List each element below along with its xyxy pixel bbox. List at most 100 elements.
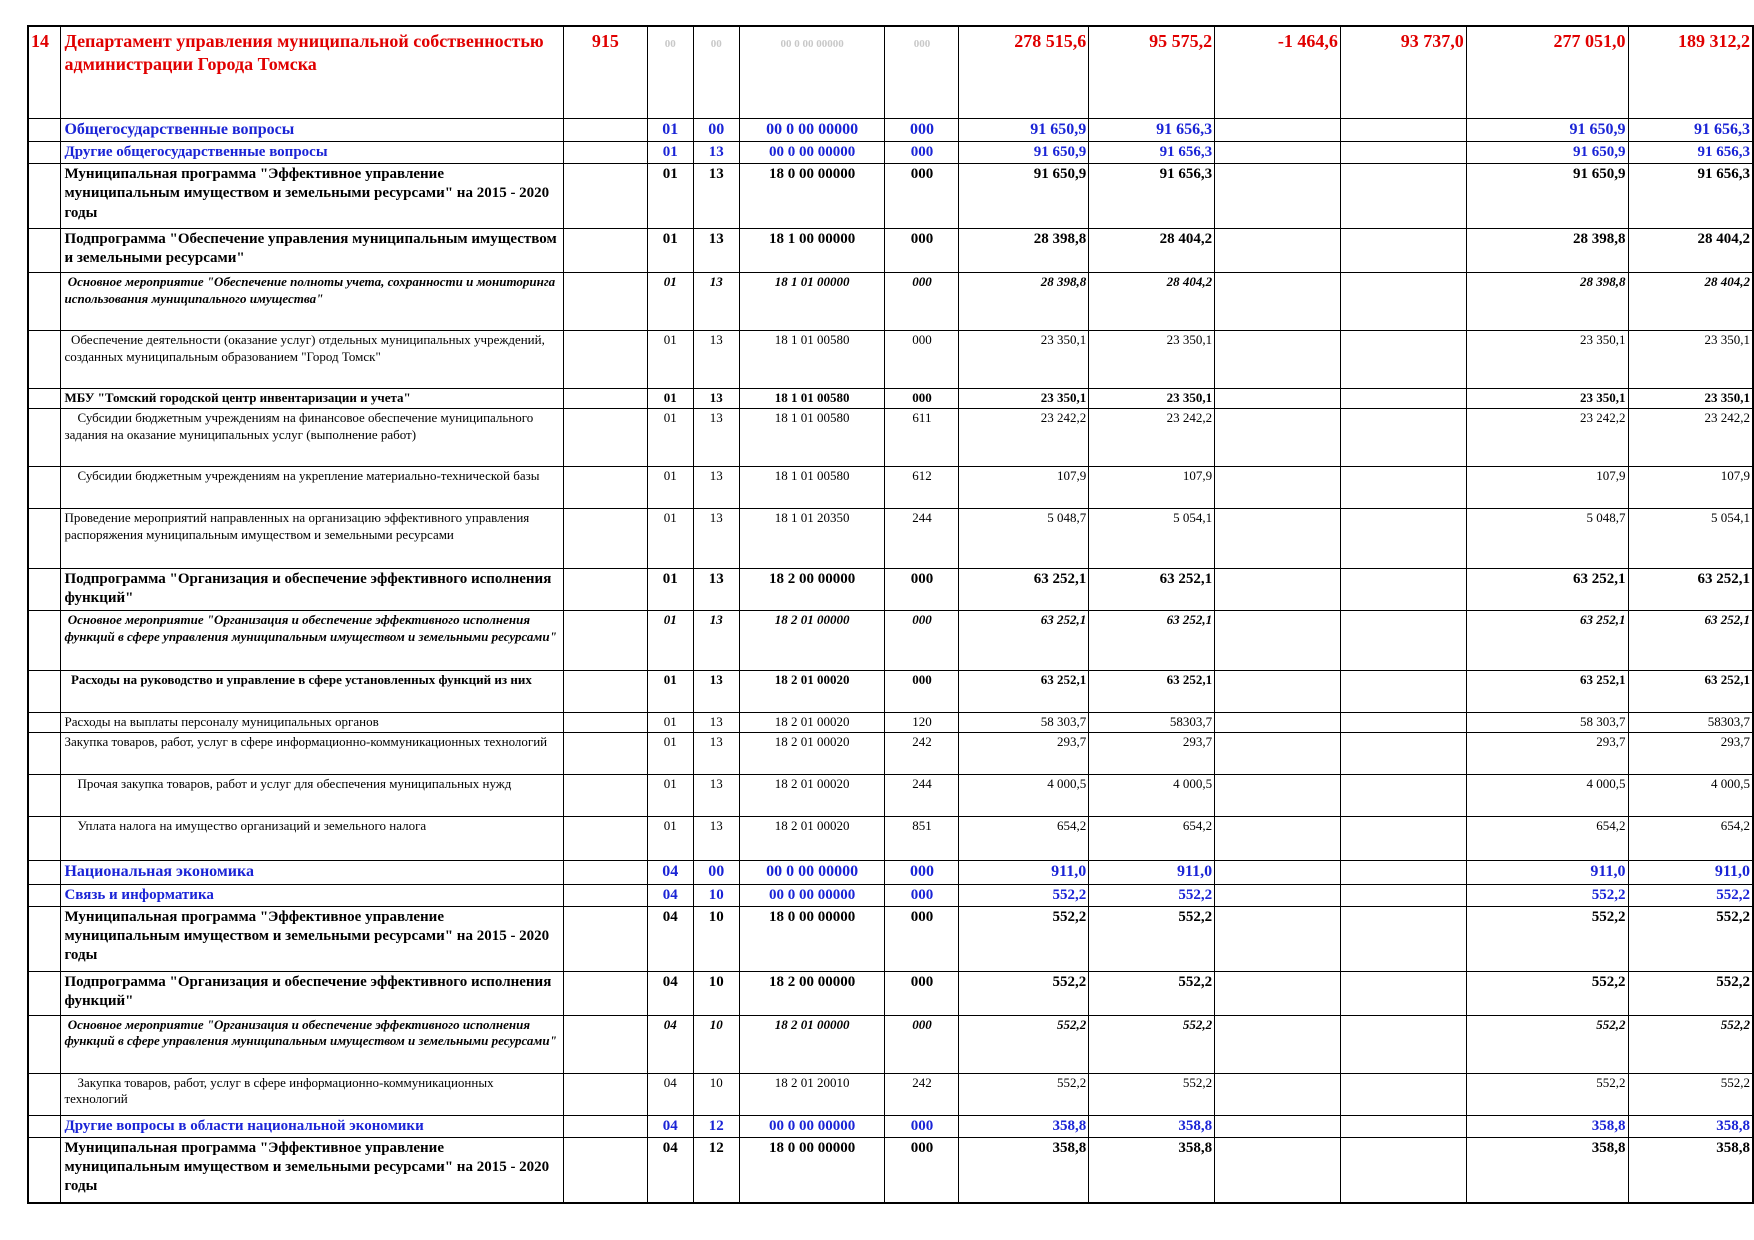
row-number: [27, 860, 62, 885]
amount-5: 63 252,1: [1465, 670, 1629, 714]
code-pr: 13: [692, 670, 740, 714]
code-pr: 13: [692, 774, 740, 818]
table-row: Связь и информатика 04 10 00 0 00 00000 000 5…: [27, 883, 1754, 907]
amount-4: [1339, 140, 1467, 165]
code-pr: 13: [692, 140, 740, 165]
row-name: МБУ "Томский городской центр инвентариза…: [60, 388, 564, 410]
code-rz: 04: [646, 1114, 694, 1139]
amount-1: 63 252,1: [958, 568, 1090, 612]
row-name: Муниципальная программа "Эффективное упр…: [60, 905, 564, 972]
code-rz: 01: [646, 466, 694, 510]
code-csr: 18 2 01 00020: [738, 732, 886, 776]
row-name: Закупка товаров, работ, услуг в сфере ин…: [60, 732, 564, 776]
amount-5: 23 350,1: [1465, 388, 1629, 410]
code-vr: 000: [884, 25, 960, 119]
amount-1: 58 303,7: [958, 712, 1090, 734]
code-vr: 000: [884, 163, 960, 230]
amount-1: 28 398,8: [958, 228, 1090, 274]
amount-2: 911,0: [1088, 860, 1216, 885]
row-number: [27, 970, 62, 1016]
table-row: Муниципальная программа "Эффективное упр…: [27, 163, 1754, 230]
code-csr: 18 2 01 00020: [738, 712, 886, 734]
amount-4: [1339, 466, 1467, 510]
code-vr: 000: [884, 272, 960, 332]
row-name: Муниципальная программа "Эффективное упр…: [60, 1137, 564, 1203]
amount-5: 5 048,7: [1465, 508, 1629, 570]
amount-6: 107,9: [1627, 466, 1754, 510]
amount-5: 358,8: [1465, 1137, 1629, 1203]
row-number: [27, 905, 62, 972]
code-rz: 01: [646, 330, 694, 390]
amount-2: 23 350,1: [1088, 388, 1216, 410]
amount-3: [1214, 610, 1341, 672]
amount-6: 358,8: [1627, 1114, 1754, 1139]
ghost-code-text: 00: [710, 38, 722, 50]
amount-2: 4 000,5: [1088, 774, 1216, 818]
code-ved: [562, 508, 648, 570]
amount-3: [1214, 1014, 1341, 1074]
code-csr: 18 1 01 00580: [738, 408, 886, 468]
table-row: Другие вопросы в области национальной эк…: [27, 1114, 1754, 1139]
amount-3: [1214, 117, 1341, 142]
table-row: Обеспечение деятельности (оказание услуг…: [27, 330, 1754, 390]
amount-6: 4 000,5: [1627, 774, 1754, 818]
table-row: Другие общегосударственные вопросы 01 13 00…: [27, 140, 1754, 165]
amount-3: [1214, 140, 1341, 165]
amount-1: 4 000,5: [958, 774, 1090, 818]
code-rz: 04: [646, 970, 694, 1016]
code-rz: 04: [646, 883, 694, 907]
code-csr: 18 2 01 00020: [738, 774, 886, 818]
amount-4: [1339, 860, 1467, 885]
code-vr: 000: [884, 568, 960, 612]
amount-3: [1214, 732, 1341, 776]
amount-6: 552,2: [1627, 1014, 1754, 1074]
amount-5: 107,9: [1465, 466, 1629, 510]
code-csr: 18 1 01 00580: [738, 388, 886, 410]
amount-2: 63 252,1: [1088, 670, 1216, 714]
table-row: Основное мероприятие "Организация и обес…: [27, 610, 1754, 672]
amount-5: 28 398,8: [1465, 272, 1629, 332]
amount-4: [1339, 272, 1467, 332]
amount-6: 23 350,1: [1627, 330, 1754, 390]
code-rz: 00: [646, 25, 694, 119]
code-csr: 00 0 00 00000: [738, 883, 886, 907]
amount-5: 28 398,8: [1465, 228, 1629, 274]
code-rz: 04: [646, 1072, 694, 1116]
amount-5: 63 252,1: [1465, 610, 1629, 672]
amount-6: 5 054,1: [1627, 508, 1754, 570]
code-csr: 18 1 01 00580: [738, 330, 886, 390]
table-row: Муниципальная программа "Эффективное упр…: [27, 905, 1754, 972]
code-rz: 01: [646, 408, 694, 468]
amount-4: [1339, 228, 1467, 274]
amount-2: 23 350,1: [1088, 330, 1216, 390]
amount-2: 552,2: [1088, 970, 1216, 1016]
amount-6: 911,0: [1627, 860, 1754, 885]
ghost-code-text: 00 0 00 00000: [780, 38, 844, 50]
row-number: [27, 272, 62, 332]
amount-3: [1214, 272, 1341, 332]
amount-6: 552,2: [1627, 970, 1754, 1016]
code-ved: [562, 117, 648, 142]
code-vr: 851: [884, 816, 960, 862]
table-row: Закупка товаров, работ, услуг в сфере ин…: [27, 732, 1754, 776]
code-pr: 10: [692, 970, 740, 1016]
code-rz: 01: [646, 117, 694, 142]
code-vr: 120: [884, 712, 960, 734]
code-pr: 13: [692, 272, 740, 332]
code-csr: 18 2 01 00020: [738, 816, 886, 862]
amount-2: 552,2: [1088, 1014, 1216, 1074]
code-rz: 01: [646, 712, 694, 734]
code-ved: [562, 140, 648, 165]
amount-6: 28 404,2: [1627, 272, 1754, 332]
amount-5: 91 650,9: [1465, 163, 1629, 230]
code-vr: 244: [884, 774, 960, 818]
amount-2: 23 242,2: [1088, 408, 1216, 468]
row-number: [27, 883, 62, 907]
code-rz: 01: [646, 388, 694, 410]
row-name: Расходы на выплаты персоналу муниципальн…: [60, 712, 564, 734]
code-pr: 13: [692, 163, 740, 230]
budget-table-sheet: 14 Департамент управления муниципальной с…: [27, 25, 1754, 1204]
row-name: Связь и информатика: [60, 883, 564, 907]
row-name: Подпрограмма "Организация и обеспечение …: [60, 568, 564, 612]
amount-6: 552,2: [1627, 905, 1754, 972]
